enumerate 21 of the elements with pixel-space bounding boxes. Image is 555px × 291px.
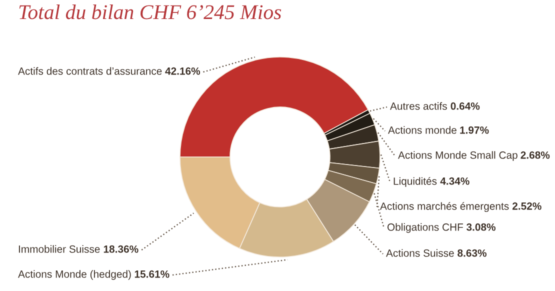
data-label: 4.34% (440, 177, 470, 185)
data-label: 15.61% (134, 270, 170, 278)
data-label: 42.16% (165, 67, 200, 75)
data-label: 18.36% (104, 245, 138, 253)
slice-label: Obligations CHF (387, 223, 463, 233)
data-label: 2.52% (512, 202, 542, 210)
data-label: 3.08% (466, 223, 496, 231)
slice-label: Actions Monde Small Cap (398, 151, 518, 161)
slice-label: Actions monde (388, 126, 456, 134)
slice-label: Immobilier Suisse (18, 245, 100, 253)
data-label: 0.64% (450, 102, 480, 110)
slice-label: Actions Monde (hedged) (18, 270, 131, 280)
slice-label: Liquidités (394, 177, 437, 187)
slice-label: Actions Suisse (386, 249, 454, 257)
data-label: 1.97% (460, 126, 489, 134)
slice-label: Actifs des contrats d’assurance (18, 67, 162, 75)
slice-label: Autres actifs (390, 102, 447, 110)
chart-title: Total du bilan CHF 6’245 Mios (19, 4, 282, 20)
slice-label: Actions marchés émergents (380, 202, 509, 212)
data-label: 2.68% (520, 151, 550, 159)
data-label: 8.63% (458, 249, 487, 257)
